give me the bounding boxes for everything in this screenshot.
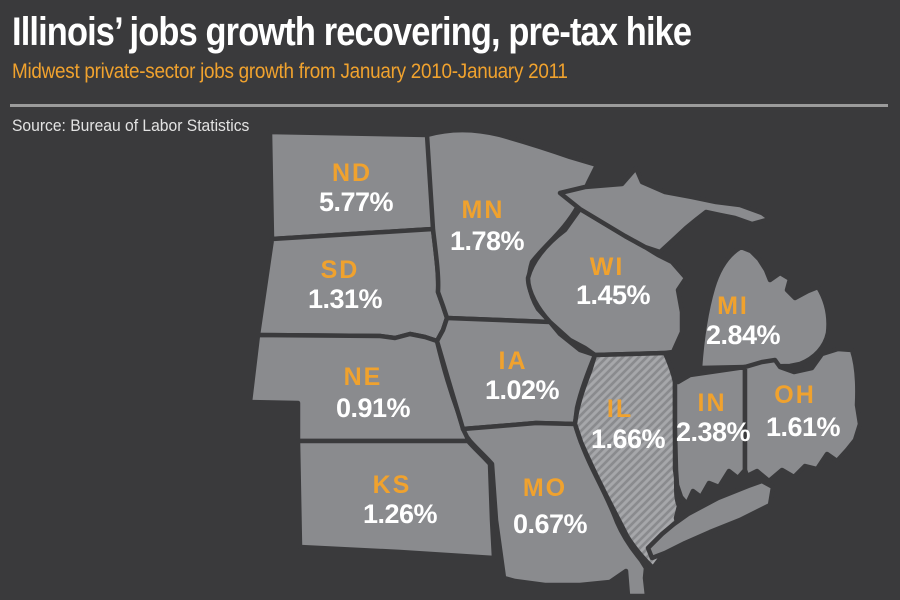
state-value-ia: 1.02% <box>485 375 560 405</box>
page-subtitle: Midwest private-sector jobs growth from … <box>12 60 568 83</box>
state-value-il: 1.66% <box>591 424 666 454</box>
header-divider <box>10 104 888 107</box>
page-title: Illinois’ jobs growth recovering, pre-ta… <box>12 10 692 54</box>
state-abbr-sd: SD <box>321 256 360 284</box>
state-value-wi: 1.45% <box>576 280 651 310</box>
state-abbr-mi: MI <box>717 292 749 320</box>
state-value-mi: 2.84% <box>706 320 781 350</box>
state-abbr-ne: NE <box>344 363 383 391</box>
state-abbr-in: IN <box>698 389 727 417</box>
state-value-mn: 1.78% <box>450 226 525 256</box>
state-value-ne: 0.91% <box>336 393 411 423</box>
state-value-mo: 0.67% <box>513 509 588 539</box>
state-value-ks: 1.26% <box>363 499 438 529</box>
header: Illinois’ jobs growth recovering, pre-ta… <box>12 10 900 84</box>
state-shape-oh <box>742 346 863 484</box>
state-value-oh: 1.61% <box>766 412 841 442</box>
state-abbr-mo: MO <box>523 474 567 502</box>
state-abbr-nd: ND <box>332 159 372 187</box>
state-value-sd: 1.31% <box>308 284 383 314</box>
state-value-in: 2.38% <box>676 417 751 447</box>
state-abbr-ia: IA <box>499 347 528 375</box>
state-abbr-mn: MN <box>462 196 505 224</box>
state-shape-mi-lower <box>697 244 831 371</box>
state-shape-mi-upper <box>557 165 773 255</box>
source-note: Source: Bureau of Labor Statistics <box>12 116 250 135</box>
state-abbr-wi: WI <box>590 253 625 281</box>
state-abbr-il: IL <box>607 395 633 423</box>
state-shape-ky-unlabeled <box>645 478 776 561</box>
state-value-nd: 5.77% <box>319 187 394 217</box>
state-abbr-ks: KS <box>373 471 412 499</box>
state-abbr-oh: OH <box>774 381 816 409</box>
state-shape-wi <box>525 206 689 358</box>
